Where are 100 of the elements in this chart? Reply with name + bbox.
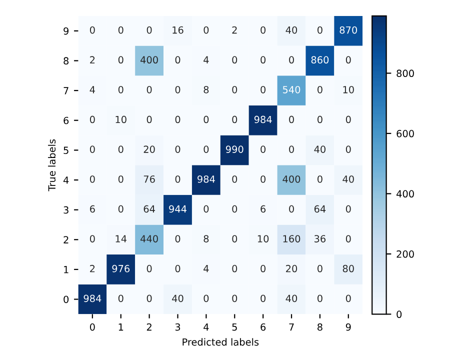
data-label: 0	[175, 175, 180, 183]
data-label: 0	[118, 146, 124, 153]
data-label: 0	[204, 146, 209, 153]
data-label: 0	[204, 26, 209, 34]
data-label: 76	[144, 175, 155, 183]
data-label: 0	[90, 175, 95, 183]
data-label: 0	[175, 146, 180, 153]
data-label: 0	[146, 264, 152, 272]
data-label: 0	[146, 116, 152, 124]
y-tick-label: 0	[64, 296, 69, 304]
data-label: 0	[346, 116, 351, 124]
data-label: 860	[311, 56, 329, 64]
data-label: 990	[226, 146, 244, 153]
data-label: 0	[232, 116, 238, 124]
data-label: 440	[140, 235, 158, 242]
data-label: 0	[118, 86, 124, 94]
color-bar-label: 400	[396, 190, 414, 198]
data-label: 400	[282, 175, 300, 183]
data-label: 0	[118, 294, 124, 302]
data-label: 0	[318, 86, 322, 94]
data-label: 0	[289, 56, 294, 64]
data-label: 976	[112, 264, 130, 272]
y-tick-label: 7	[64, 87, 68, 94]
data-label: 0	[318, 294, 322, 302]
data-label: 0	[146, 86, 152, 94]
data-label: 80	[342, 264, 354, 272]
data-label: 0	[289, 116, 294, 124]
data-label: 4	[90, 86, 95, 94]
data-label: 0	[90, 146, 95, 153]
data-label: 40	[286, 294, 298, 302]
data-label: 0	[260, 26, 266, 34]
data-label: 0	[346, 146, 351, 153]
data-label: 4	[204, 56, 209, 64]
data-label: 0	[175, 264, 180, 272]
y-tick-label: 9	[64, 27, 68, 35]
data-label: 4	[204, 265, 209, 272]
data-label: 984	[84, 294, 102, 302]
data-label: 0	[346, 294, 351, 302]
color-bar-label: 800	[396, 70, 414, 78]
data-label: 10	[258, 235, 269, 242]
data-label: 0	[260, 175, 266, 183]
data-label: 0	[260, 56, 266, 64]
y-tick-label: 8	[64, 57, 69, 65]
data-label: 8	[204, 235, 209, 242]
x-tick-label: 6	[260, 323, 266, 331]
data-label: 0	[260, 86, 266, 94]
data-label: 0	[90, 26, 95, 34]
data-label: 0	[232, 235, 238, 242]
data-label: 0	[289, 205, 294, 213]
data-label: 14	[116, 235, 127, 242]
data-label: 984	[198, 175, 215, 183]
x-tick-label: 2	[146, 323, 152, 331]
color-bar-label: 200	[396, 250, 414, 258]
data-label: 944	[169, 205, 186, 213]
x-tick-label: 3	[175, 323, 180, 331]
data-label: 0	[90, 116, 95, 124]
data-label: 16	[172, 26, 184, 34]
data-label: 20	[286, 264, 298, 272]
data-label: 0	[289, 146, 294, 153]
data-label: 0	[260, 264, 266, 272]
data-label: 0	[232, 264, 238, 272]
data-label: 0	[90, 235, 95, 242]
data-label: 0	[146, 294, 152, 302]
data-label: 40	[172, 294, 184, 302]
data-label: 160	[283, 235, 300, 242]
data-label: 0	[232, 175, 238, 183]
data-label: 10	[116, 116, 126, 124]
y-tick-label: 3	[64, 206, 68, 214]
y-tick-label: 5	[64, 146, 68, 154]
data-label: 20	[144, 146, 155, 153]
data-label: 0	[175, 86, 180, 94]
data-label: 36	[314, 235, 326, 242]
data-label: 0	[146, 26, 152, 34]
data-label: 0	[204, 116, 209, 124]
data-label: 2	[90, 264, 95, 272]
data-label: 0	[346, 56, 351, 64]
data-label: 0	[318, 26, 322, 34]
data-label: 2	[90, 56, 95, 64]
data-label: 6	[260, 205, 266, 213]
data-label: 64	[144, 205, 155, 213]
data-label: 0	[232, 56, 238, 64]
data-label: 540	[282, 86, 300, 94]
color-bar-label: 600	[396, 130, 414, 138]
data-label: 0	[346, 235, 351, 242]
color-bar-label: 0	[396, 310, 402, 318]
data-label: 0	[118, 26, 124, 34]
data-label: 8	[204, 86, 209, 94]
data-label: 40	[314, 146, 326, 153]
data-label: 40	[342, 175, 354, 183]
data-label: 10	[343, 86, 354, 94]
data-label: 0	[232, 86, 238, 94]
data-label: 0	[118, 175, 124, 183]
data-label: 0	[260, 294, 266, 302]
data-label: 0	[204, 294, 209, 302]
y-tick-label: 4	[63, 176, 69, 184]
data-label: 6	[90, 205, 95, 213]
data-label: 0	[175, 56, 180, 64]
x-tick-label: 5	[232, 324, 237, 331]
data-label: 0	[118, 56, 124, 64]
x-axis-title: Predicted labels	[182, 338, 259, 346]
